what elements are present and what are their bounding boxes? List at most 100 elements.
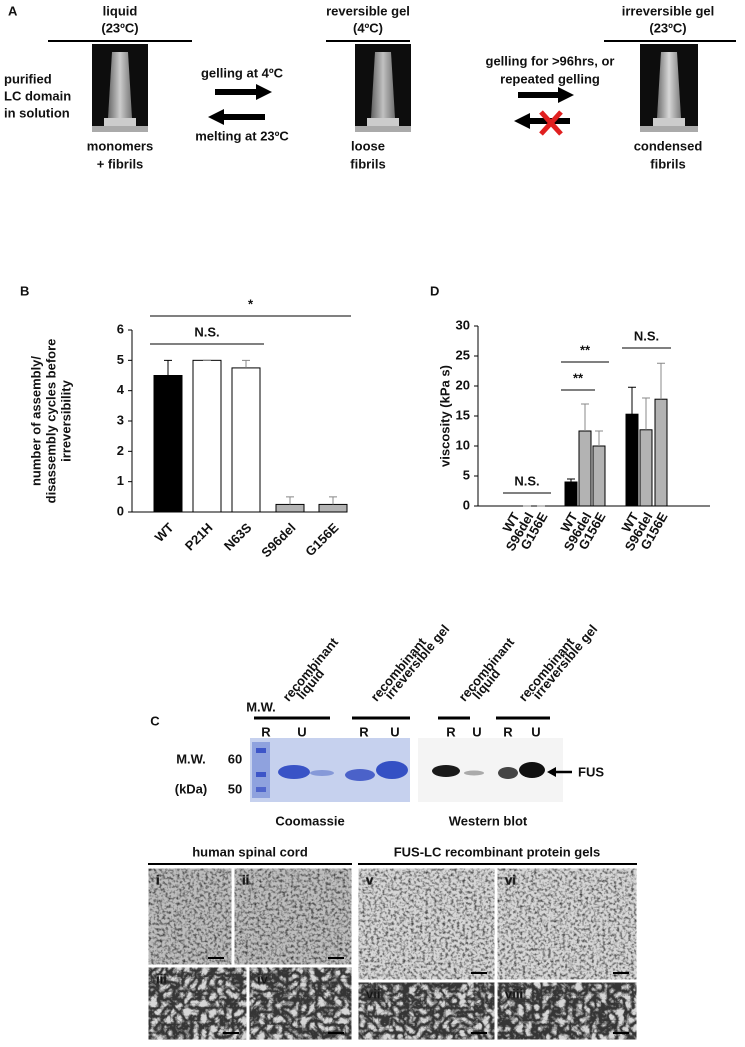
panel-letter: A	[8, 3, 18, 18]
lane-letter: R	[359, 724, 369, 739]
micrograph-frame	[357, 867, 496, 981]
mw-tick: 60	[228, 751, 242, 766]
micrograph-frame	[233, 867, 353, 966]
micrograph-frame	[147, 867, 233, 966]
significance-label: N.S.	[514, 473, 539, 488]
panel-letter: C	[150, 713, 160, 728]
y-tick-label: 2	[117, 443, 124, 458]
y-axis-label: viscosity (kPa s)	[437, 365, 452, 467]
micrograph-texture	[497, 982, 637, 1040]
error-bar	[286, 496, 294, 505]
error-bar	[642, 397, 650, 430]
marker-lane-label: M.W.	[246, 699, 276, 714]
blot-label: Coomassie	[275, 813, 344, 828]
significance-label: **	[573, 370, 584, 385]
error-bar	[595, 430, 603, 446]
arrows	[208, 84, 574, 136]
y-tick-label: 0	[463, 497, 470, 512]
band-label: FUS	[578, 764, 604, 779]
transition-label: gelling at 4ºC	[201, 65, 284, 80]
y-tick-label: 10	[456, 437, 470, 452]
error-bar	[657, 362, 665, 400]
lane-label: irreversible gel	[529, 622, 600, 703]
micrograph-label: v	[366, 872, 374, 887]
micrograph-texture	[234, 868, 352, 965]
tube-photo	[92, 44, 148, 132]
blot-label: Western blot	[449, 813, 528, 828]
micrograph-frame	[248, 966, 353, 1041]
y-tick-label: 20	[456, 377, 470, 392]
transition-label: gelling for >96hrs, or	[486, 53, 615, 68]
tube-photo	[640, 44, 698, 132]
stage-caption: fibrils	[650, 156, 685, 171]
bar	[231, 367, 261, 513]
x-tick-label: P21H	[182, 520, 216, 554]
lane-letter: U	[297, 724, 306, 739]
mw-tick: 50	[228, 781, 242, 796]
significance-label: **	[580, 342, 591, 357]
transition-label: repeated gelling	[500, 71, 600, 86]
micrograph-texture	[497, 868, 637, 980]
bar	[275, 503, 305, 513]
micrograph-texture	[358, 982, 495, 1040]
significance-label: N.S.	[194, 324, 219, 339]
group-label: human spinal cord	[192, 844, 308, 859]
y-axis-label: irreversibility	[58, 379, 73, 461]
gels	[250, 716, 572, 802]
bar	[192, 359, 222, 513]
side-label: in solution	[4, 105, 70, 120]
error-bar	[329, 496, 337, 505]
lane-label: irreversible gel	[381, 622, 452, 703]
y-tick-label: 1	[117, 473, 124, 488]
y-tick-label: 5	[463, 467, 470, 482]
y-tick-label: 5	[117, 352, 124, 367]
micrograph-label: vi	[505, 872, 516, 887]
micrograph-label: ii	[242, 872, 249, 887]
stage-temp: (23ºC)	[101, 20, 138, 35]
error-bar	[581, 403, 589, 431]
lane-letter: R	[503, 724, 513, 739]
stage-title: irreversible gel	[622, 3, 715, 18]
lane-letter: R	[446, 724, 456, 739]
micrograph-label: iii	[156, 971, 167, 986]
lane-letter: U	[531, 724, 540, 739]
significance-label: N.S.	[634, 328, 659, 343]
stage-title: reversible gel	[326, 3, 410, 18]
lane-letter: R	[261, 724, 271, 739]
micrograph-label: iv	[257, 971, 269, 986]
panel-letter: B	[20, 283, 29, 298]
stage-temp: (4ºC)	[353, 20, 383, 35]
bar	[318, 503, 348, 513]
micrograph-label: viii	[505, 986, 523, 1001]
group-label: FUS-LC recombinant protein gels	[394, 844, 601, 859]
stage-caption: fibrils	[350, 156, 385, 171]
bar	[654, 398, 668, 507]
photos	[92, 44, 698, 132]
micrograph-frame	[147, 966, 248, 1041]
bar	[592, 445, 606, 507]
lane-letter: U	[390, 724, 399, 739]
y-tick-label: 6	[117, 321, 124, 336]
tube-photo	[355, 44, 411, 132]
micrograph-texture	[148, 967, 247, 1040]
mw-label: M.W.	[176, 751, 206, 766]
transition-label: melting at 23ºC	[195, 128, 289, 143]
x-tick-label: G156E	[302, 520, 341, 559]
micrograph-label: vii	[366, 986, 380, 1001]
bar	[153, 375, 183, 513]
error-bar	[567, 478, 575, 482]
y-axis-label: number of assembly/	[28, 356, 43, 486]
micrograph-texture	[249, 967, 352, 1040]
micrograph-frame	[496, 981, 638, 1041]
error-bar	[628, 386, 636, 415]
stage-caption: monomers	[87, 138, 153, 153]
micrograph-label: i	[156, 872, 160, 887]
x-tick-label: N63S	[221, 520, 255, 554]
error-bar	[242, 359, 250, 368]
bar	[625, 413, 639, 507]
error-bar	[164, 359, 172, 376]
y-axis-label: disassembly cycles before	[43, 339, 58, 504]
micrograph-texture	[148, 868, 232, 965]
y-tick-label: 4	[117, 382, 125, 397]
